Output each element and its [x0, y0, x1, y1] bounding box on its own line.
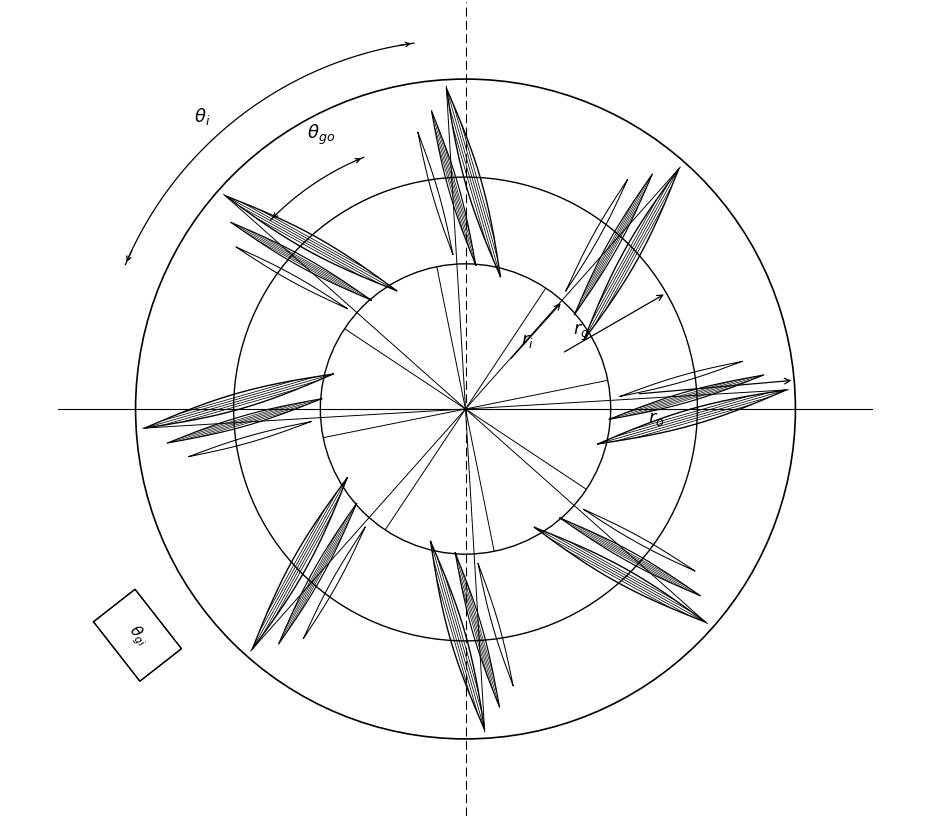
- Text: $\theta_{i}$: $\theta_{i}$: [194, 106, 210, 127]
- Text: $r_i$: $r_i$: [520, 332, 533, 350]
- Text: $r_g$: $r_g$: [573, 321, 590, 342]
- Polygon shape: [93, 590, 182, 681]
- Text: $r_o$: $r_o$: [648, 410, 664, 428]
- Text: $\theta_{gi}$: $\theta_{gi}$: [123, 621, 152, 650]
- Text: $\theta_{go}$: $\theta_{go}$: [307, 123, 335, 147]
